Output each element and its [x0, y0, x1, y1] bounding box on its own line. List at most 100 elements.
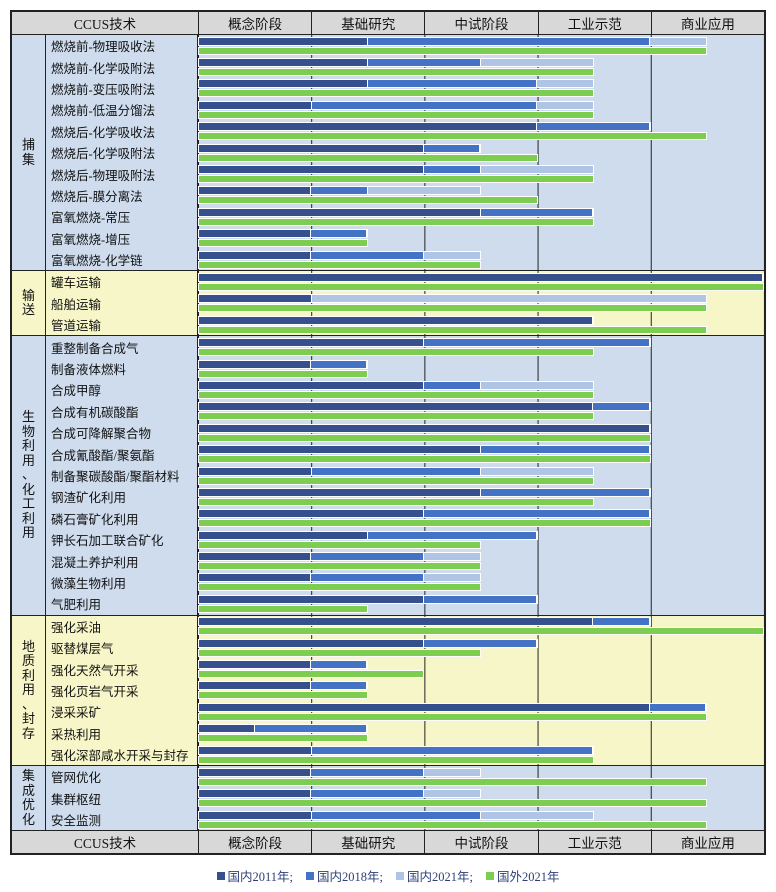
bar-plot-area: [198, 271, 764, 293]
foreign-bar: [198, 412, 595, 421]
foreign-bar: [198, 132, 708, 141]
section-集成优化: 集 成 优 化管网优化 集群枢纽 安全监测: [12, 766, 764, 831]
bar-plot-area: [198, 443, 764, 465]
segment-cn2018: [199, 467, 481, 475]
table-row: 船舶运输: [46, 292, 764, 315]
domestic-bar: [198, 767, 481, 777]
foreign-bar: [198, 476, 595, 485]
table-row: 磷石膏矿化利用: [46, 507, 764, 529]
bar-plot-area: [198, 77, 764, 100]
technology-label: 燃烧后-化学吸收法: [46, 120, 198, 142]
bar-plot-area: [198, 99, 764, 121]
legend-item-cn2018: 国内2018年;: [306, 866, 383, 885]
foreign-bar: [198, 46, 708, 55]
table-row: 重整制备合成气: [46, 336, 764, 358]
segment-cn2011: [199, 725, 255, 733]
domestic-bar: [198, 100, 595, 110]
technology-label: 合成有机碳酸酯: [46, 400, 198, 423]
segment-cn2018: [199, 37, 651, 45]
header-stage-pilot: 中试阶段: [425, 12, 539, 34]
table-row: 驱替煤层气: [46, 636, 764, 659]
domestic-bar: [198, 380, 595, 390]
segment-cn2011: [199, 661, 311, 669]
foreign-bar: [198, 239, 368, 248]
technology-label: 制备液体燃料: [46, 357, 198, 380]
table-row: 燃烧后-化学吸收法: [46, 120, 764, 142]
bar-plot-area: [198, 400, 764, 423]
section-rows: 罐车运输 船舶运输 管道运输: [46, 271, 764, 336]
foreign-bar: [198, 777, 708, 786]
domestic-bar: [198, 724, 368, 734]
table-row: 合成氰酸酯/聚氨酯: [46, 443, 764, 465]
technology-label: 钢渣矿化利用: [46, 486, 198, 508]
technology-label: 浸采采矿: [46, 701, 198, 723]
domestic-bar: [198, 445, 651, 455]
domestic-bar: [198, 402, 651, 412]
table-row: 强化深部咸水开采与封存: [46, 743, 764, 766]
technology-label: 燃烧后-化学吸附法: [46, 141, 198, 164]
bar-plot-area: [198, 141, 764, 164]
foreign-bar: [198, 304, 708, 313]
foreign-bar: [198, 691, 368, 700]
segment-cn2018: [199, 531, 537, 539]
technology-label: 驱替煤层气: [46, 636, 198, 659]
segment-cn2011: [199, 488, 481, 496]
header-stage-concept: 概念阶段: [199, 12, 313, 34]
foreign-bar: [198, 734, 368, 743]
bar-plot-area: [198, 422, 764, 444]
foreign-bar: [198, 583, 481, 592]
segment-cn2018: [199, 725, 367, 733]
domestic-bar: [198, 466, 595, 476]
domestic-bar: [198, 294, 708, 304]
technology-label: 管道运输: [46, 314, 198, 336]
foreign-bar: [198, 540, 481, 549]
foreign-bar: [198, 110, 595, 119]
bar-plot-area: [198, 507, 764, 529]
ccus-maturity-figure: CCUS技术 概念阶段 基础研究 中试阶段 工业示范 商业应用 捕 集燃烧前-物…: [10, 10, 766, 885]
bar-plot-area: [198, 184, 764, 207]
segment-cn2011: [199, 746, 312, 754]
domestic-bar: [198, 207, 595, 217]
technology-label: 燃烧前-化学吸附法: [46, 56, 198, 78]
bar-plot-area: [198, 163, 764, 185]
segment-cn2018: [199, 510, 650, 518]
legend-label-cn2021: 国内2021年;: [407, 870, 473, 885]
segment-cn2011: [199, 273, 763, 281]
technology-label: 磷石膏矿化利用: [46, 507, 198, 529]
legend: 国内2011年; 国内2018年; 国内2021年; 国外2021年: [10, 866, 766, 885]
technology-label: 强化深部咸水开采与封存: [46, 743, 198, 766]
segment-cn2011: [199, 187, 312, 195]
segment-cn2011: [199, 531, 368, 539]
technology-label: 管网优化: [46, 766, 198, 788]
segment-cn2011: [199, 144, 424, 152]
domestic-bar: [198, 229, 368, 239]
foreign-bar: [198, 604, 368, 613]
domestic-bar: [198, 789, 481, 799]
section-rows: 强化采油 驱替煤层气 强化天然气开采 强化页岩气开采 浸采采矿 采热利用 强化深部咸水开采与…: [46, 615, 764, 766]
bar-plot-area: [198, 227, 764, 249]
table-row: 燃烧后-化学吸附法: [46, 141, 764, 164]
legend-swatch-cn2018: [306, 871, 315, 880]
technology-label: 集群枢纽: [46, 787, 198, 810]
section-地质利用、封存: 地 质 利 用 、 封 存强化采油 驱替煤层气 强化天然气开采 强化页岩气开采 浸采采矿…: [12, 615, 764, 767]
table-row: 燃烧前-化学吸附法: [46, 56, 764, 78]
segment-cn2011: [199, 618, 594, 626]
foreign-bar: [198, 562, 481, 571]
foreign-bar: [198, 390, 595, 399]
section-捕集: 捕 集燃烧前-物理吸收法 燃烧前-化学吸附法 燃烧前-变压吸附法 燃烧前-低温分馏法燃…: [12, 35, 764, 272]
technology-label: 强化天然气开采: [46, 658, 198, 680]
category-label-集成优化: 集 成 优 化: [12, 766, 46, 831]
domestic-bar: [198, 423, 651, 433]
header-stage-commercial: 商业应用: [680, 17, 735, 32]
foreign-bar: [198, 153, 538, 162]
segment-cn2011: [199, 446, 481, 454]
bar-plot-area: [198, 722, 764, 744]
section-生物利用、化工利用: 生 物 利 用 、 化 工 利 用重整制备合成气 制备液体燃料 合成甲醇 合成有机碳酸…: [12, 336, 764, 616]
footer-stage-industrial-demo: 工业示范: [539, 831, 652, 854]
bar-plot-area: [198, 809, 764, 831]
segment-cn2011: [199, 208, 481, 216]
table-row: 制备聚碳酸酯/聚酯材料: [46, 464, 764, 487]
footer-stage-pilot: 中试阶段: [425, 831, 539, 854]
table-row: 集群枢纽: [46, 787, 764, 810]
technology-label: 采热利用: [46, 722, 198, 744]
